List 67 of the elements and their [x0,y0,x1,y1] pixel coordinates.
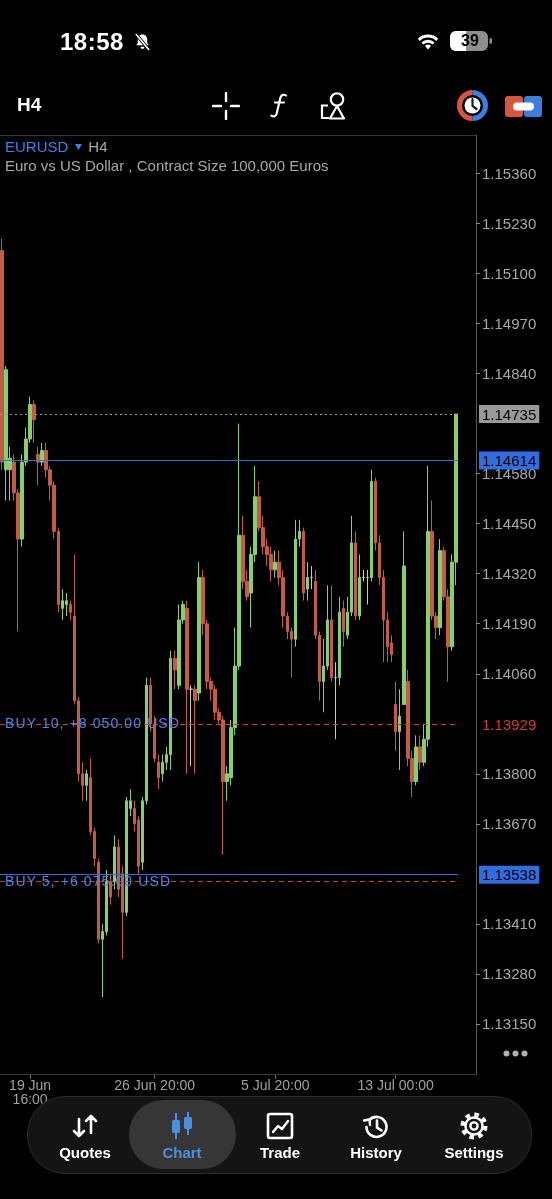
candlestick [32,400,36,444]
y-tick-label: 1.14190 [482,615,537,633]
y-tick-label: 1.15230 [482,215,537,233]
ref-line-label: 1.14735 [482,405,537,423]
text: History [349,1144,403,1162]
text: Chart [161,1144,203,1162]
y-tick-label: 1.14060 [482,665,537,683]
candlestick [334,661,337,740]
candlestick [61,588,64,621]
candlestick [85,769,88,802]
y-tick-label: 1.14970 [482,315,537,333]
candlestick [402,530,406,706]
candlestick [394,680,397,752]
text: H4 [17,94,42,115]
y-tick-label: 1.13410 [482,915,537,933]
x-tick-label: 5 Jul 20:00 [240,1077,310,1093]
y-tick-label: 1.14450 [482,515,537,533]
y-tick-label: 1.13150 [482,1015,537,1033]
candlestick [358,553,361,621]
text: 18:58 [60,28,124,55]
candlestick [302,527,305,602]
candlestick [366,569,369,605]
candlestick [370,469,373,582]
candlestick [310,565,313,590]
ref-line-label: 1.14614 [482,452,537,470]
candlestick [306,561,309,602]
candlestick [197,561,201,702]
candlestick [185,600,189,775]
ref-line-label: 1.13538 [482,866,537,884]
y-tick-label: 1.13670 [482,815,537,833]
chart-title: EURUSD [5,138,69,155]
y-tick-label: 1.14320 [482,565,537,583]
candlestick [342,600,345,648]
candlestick [69,600,72,621]
candlestick [273,550,277,579]
candlestick [0,238,4,471]
candlestick [65,592,68,617]
candlestick [354,530,357,621]
candlestick [189,684,193,767]
candlestick [294,519,297,648]
annotation: H4 [88,138,108,155]
ref-line-label: 1.13929 [482,715,537,733]
candlestick [157,754,160,790]
candlestick [398,688,401,771]
candlestick [40,442,44,467]
candlestick [414,734,418,786]
candlestick [438,538,442,636]
candlestick [193,684,197,775]
y-tick-label: 1.15100 [482,265,537,283]
candlestick [173,650,177,690]
candlestick [177,604,181,690]
y-tick-label: 1.13800 [482,765,537,783]
candlestick [36,446,40,486]
text: Settings [443,1144,505,1162]
candlestick [418,734,422,771]
x-tick-label: 13 Jul 00:00 [357,1077,435,1093]
x-tick-label: 19 Jun 16:00 [9,1077,52,1107]
y-tick-label: 1.14840 [482,365,537,383]
candlestick [330,584,333,682]
candlestick [338,596,341,686]
text: Quotes [58,1144,112,1162]
text: Trade [259,1144,301,1162]
candlestick [4,365,8,502]
y-tick-label: 1.15360 [482,164,537,182]
y-tick-label: 1.13280 [482,965,537,983]
x-tick-label: 26 Jun 20:00 [114,1077,196,1093]
text: Euro vs US Dollar , Contract Size 100,000 Euros [5,157,329,174]
